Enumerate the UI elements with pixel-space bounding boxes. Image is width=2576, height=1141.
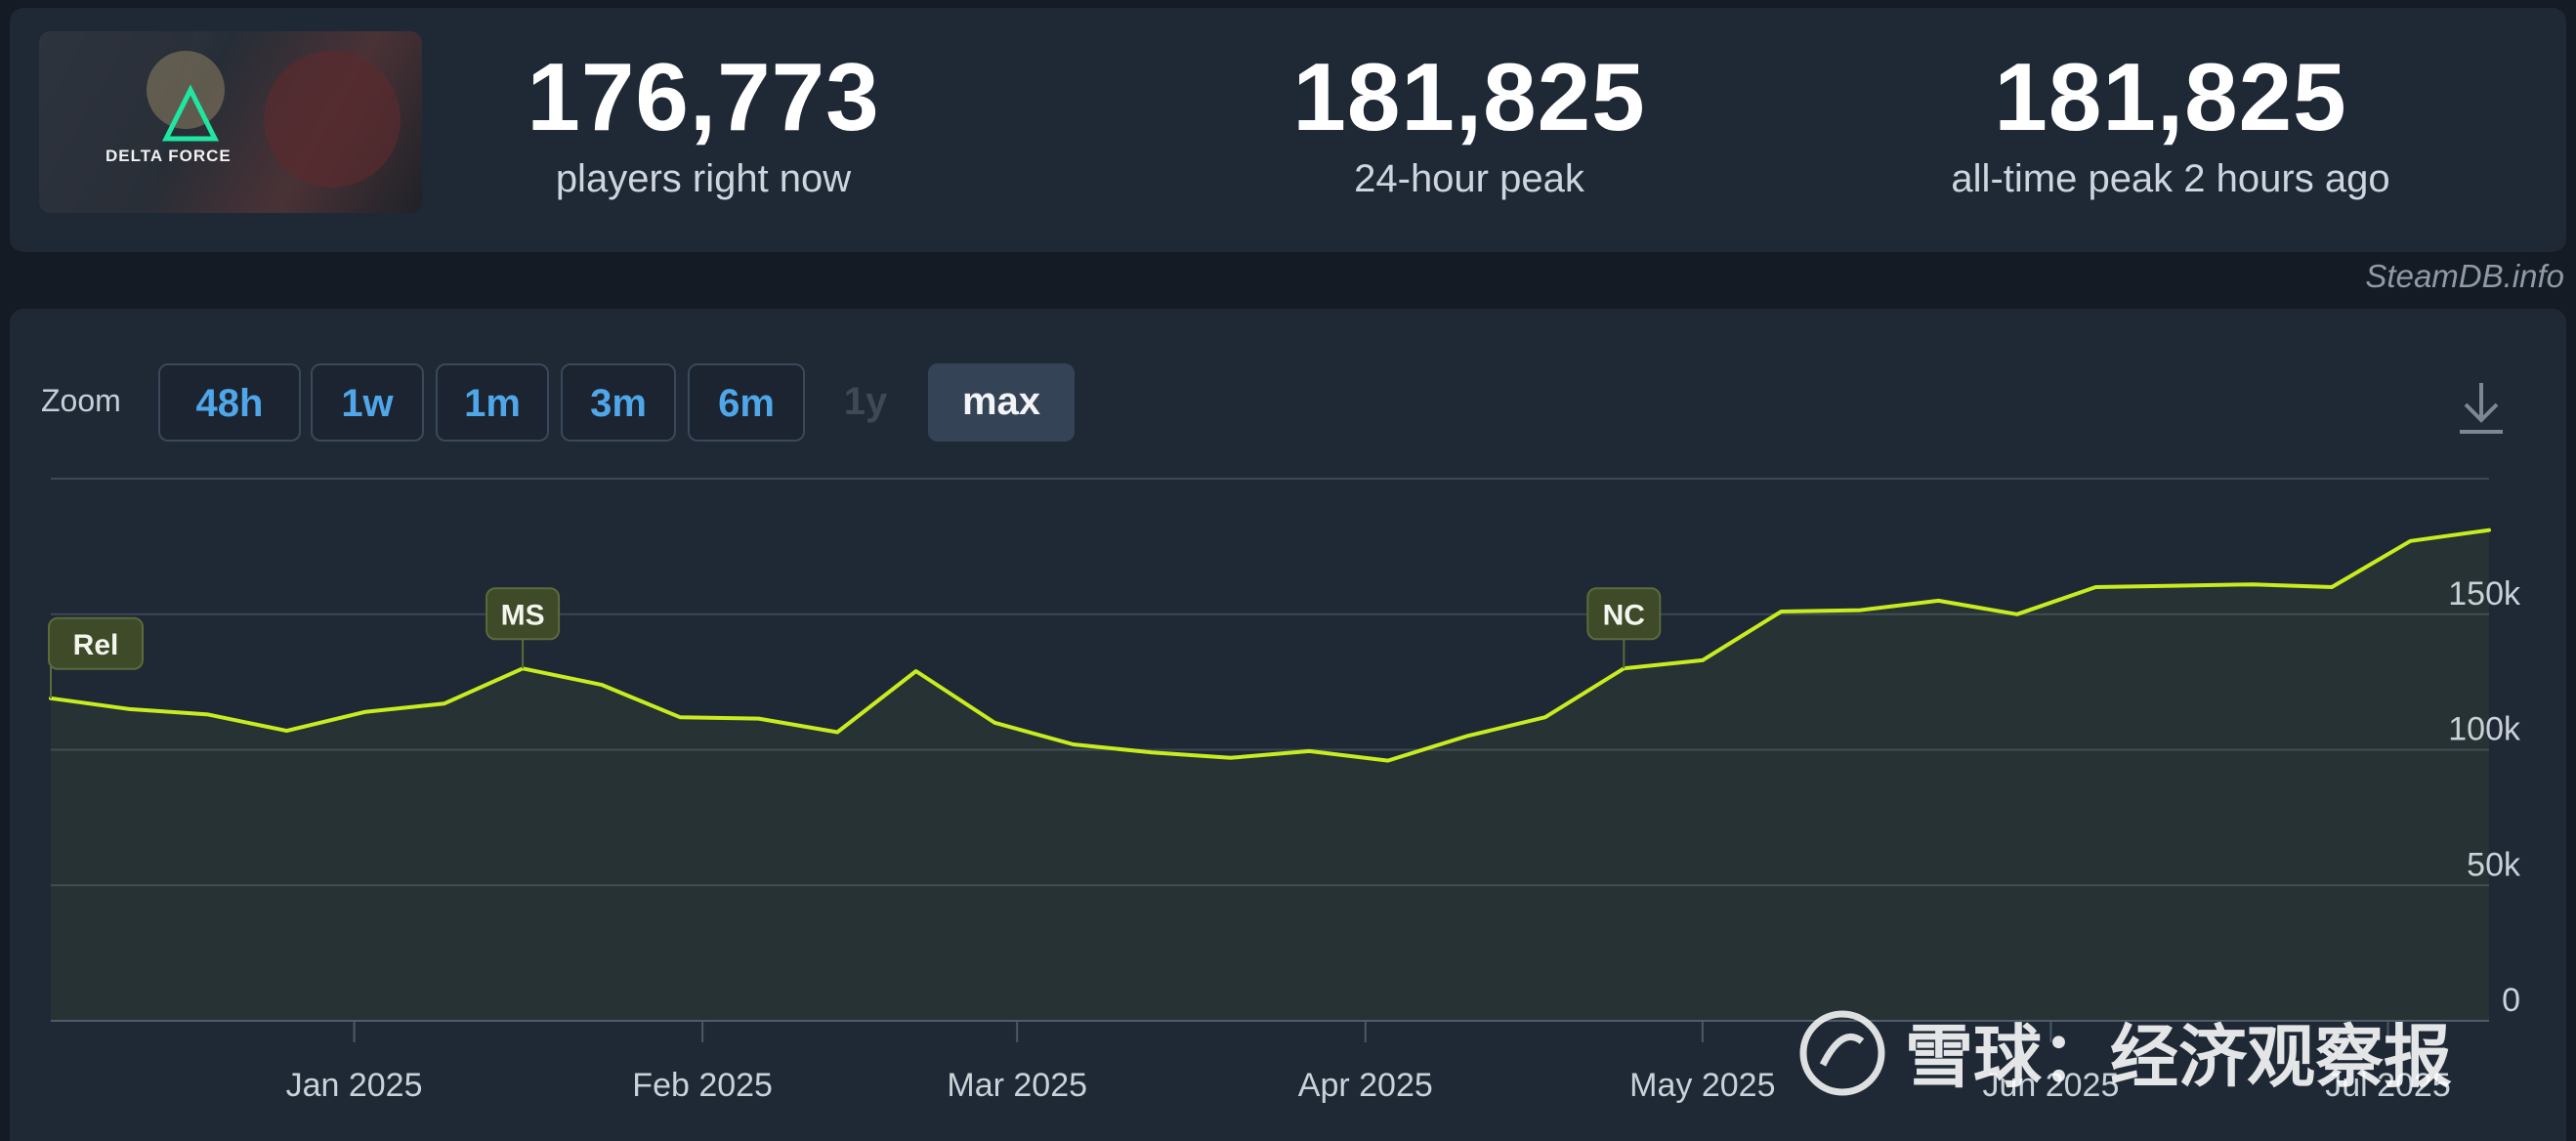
- zoom-48h-button[interactable]: 48h: [158, 363, 301, 442]
- zoom-1m-button[interactable]: 1m: [436, 363, 549, 442]
- chart-line-layer: [49, 528, 2492, 764]
- data-point: [1306, 748, 1312, 754]
- peak-24h-value: 181,825: [1292, 43, 1646, 150]
- x-tick-label: May 2025: [1629, 1067, 1775, 1104]
- x-tick-label: Apr 2025: [1298, 1067, 1433, 1104]
- data-point: [362, 709, 368, 715]
- x-tick-label: Mar 2025: [947, 1067, 1087, 1104]
- delta-force-logo-icon: [161, 84, 220, 142]
- alltime-peak-label: all-time peak 2 hours ago: [1951, 157, 2390, 200]
- chart-annotations: Rel MS NC: [48, 587, 1662, 698]
- data-point: [1778, 609, 1784, 614]
- xueqiu-logo-icon: [1799, 1010, 1885, 1096]
- game-title-text: DELTA FORCE: [106, 147, 232, 165]
- data-point: [834, 729, 840, 735]
- data-point: [1700, 657, 1706, 663]
- zoom-6m-button[interactable]: 6m: [688, 363, 805, 442]
- annotation-flag: [48, 616, 144, 670]
- stat-current-players: 176,773 players right now: [361, 43, 1045, 203]
- data-point: [2014, 612, 2020, 617]
- chart-panel: [10, 309, 2566, 1141]
- y-tick-label: 150k: [2448, 575, 2521, 613]
- chart-grid: [51, 478, 2489, 1022]
- steamdb-source-link[interactable]: SteamDB.info: [2365, 258, 2564, 294]
- x-tick-label: Jul 2025: [2325, 1067, 2451, 1104]
- zoom-max-button[interactable]: max: [928, 363, 1075, 442]
- data-point: [992, 720, 997, 726]
- game-banner-image[interactable]: DELTA FORCE: [39, 31, 422, 213]
- stats-panel: [10, 8, 2566, 252]
- annotation-label: Rel: [73, 629, 119, 661]
- alltime-peak-value: 181,825: [1994, 43, 2347, 150]
- data-point: [1935, 598, 1941, 604]
- annotation-label: MS: [501, 599, 545, 631]
- zoom-1w-button[interactable]: 1w: [311, 363, 424, 442]
- data-point: [2092, 584, 2098, 590]
- x-tick-label: Jun 2025: [1982, 1067, 2119, 1104]
- watermark-text: 雪球：经济观察报: [1905, 1017, 2452, 1097]
- data-point: [284, 728, 290, 734]
- stat-alltime-peak: 181,825 all-time peak 2 hours ago: [1829, 43, 2513, 203]
- data-point: [1149, 749, 1155, 755]
- current-players-value: 176,773: [527, 43, 880, 150]
- data-point: [1463, 734, 1469, 740]
- data-point: [1542, 714, 1548, 720]
- peak-24h-label: 24-hour peak: [1354, 157, 1584, 200]
- data-point: [127, 706, 133, 712]
- data-point: [1228, 755, 1234, 761]
- data-point: [2329, 584, 2335, 590]
- y-tick-label: 0: [2502, 982, 2520, 1019]
- data-point: [1857, 608, 1863, 613]
- zoom-3m-button[interactable]: 3m: [561, 363, 676, 442]
- zoom-label: Zoom: [41, 383, 121, 418]
- data-point: [756, 716, 762, 722]
- data-point: [2172, 583, 2177, 589]
- annotation-flag: [486, 587, 561, 641]
- chart-area: [51, 529, 2489, 1021]
- y-tick-label: 50k: [2467, 846, 2521, 883]
- zoom-1y-button: 1y: [843, 380, 888, 423]
- data-point: [677, 714, 683, 720]
- data-point: [2250, 581, 2256, 587]
- y-tick-label: 100k: [2448, 711, 2521, 748]
- y-axis-ticks: 0 50k 100k 150k: [2448, 575, 2521, 1019]
- download-icon[interactable]: [2456, 379, 2507, 438]
- annotation-label: NC: [1603, 599, 1645, 631]
- data-point: [2407, 538, 2413, 544]
- x-tick-label: Jan 2025: [286, 1067, 423, 1104]
- chart-area-fill: [51, 529, 2489, 1021]
- x-axis-ticks: Jan 2025 Feb 2025 Mar 2025 Apr 2025 May 2025…: [286, 1021, 2451, 1104]
- x-tick-label: Feb 2025: [632, 1067, 773, 1104]
- data-point: [913, 668, 919, 674]
- data-point: [442, 700, 447, 706]
- data-point: [2486, 528, 2492, 533]
- data-point: [205, 711, 211, 717]
- data-point: [1385, 758, 1391, 764]
- current-players-label: players right now: [555, 157, 852, 200]
- series-line: [49, 528, 2491, 763]
- data-point: [1071, 741, 1077, 747]
- data-point: [599, 682, 605, 688]
- annotation-flag: [1586, 587, 1662, 641]
- game-banner-art: [39, 31, 401, 213]
- stat-24h-peak: 181,825 24-hour peak: [1127, 43, 1811, 203]
